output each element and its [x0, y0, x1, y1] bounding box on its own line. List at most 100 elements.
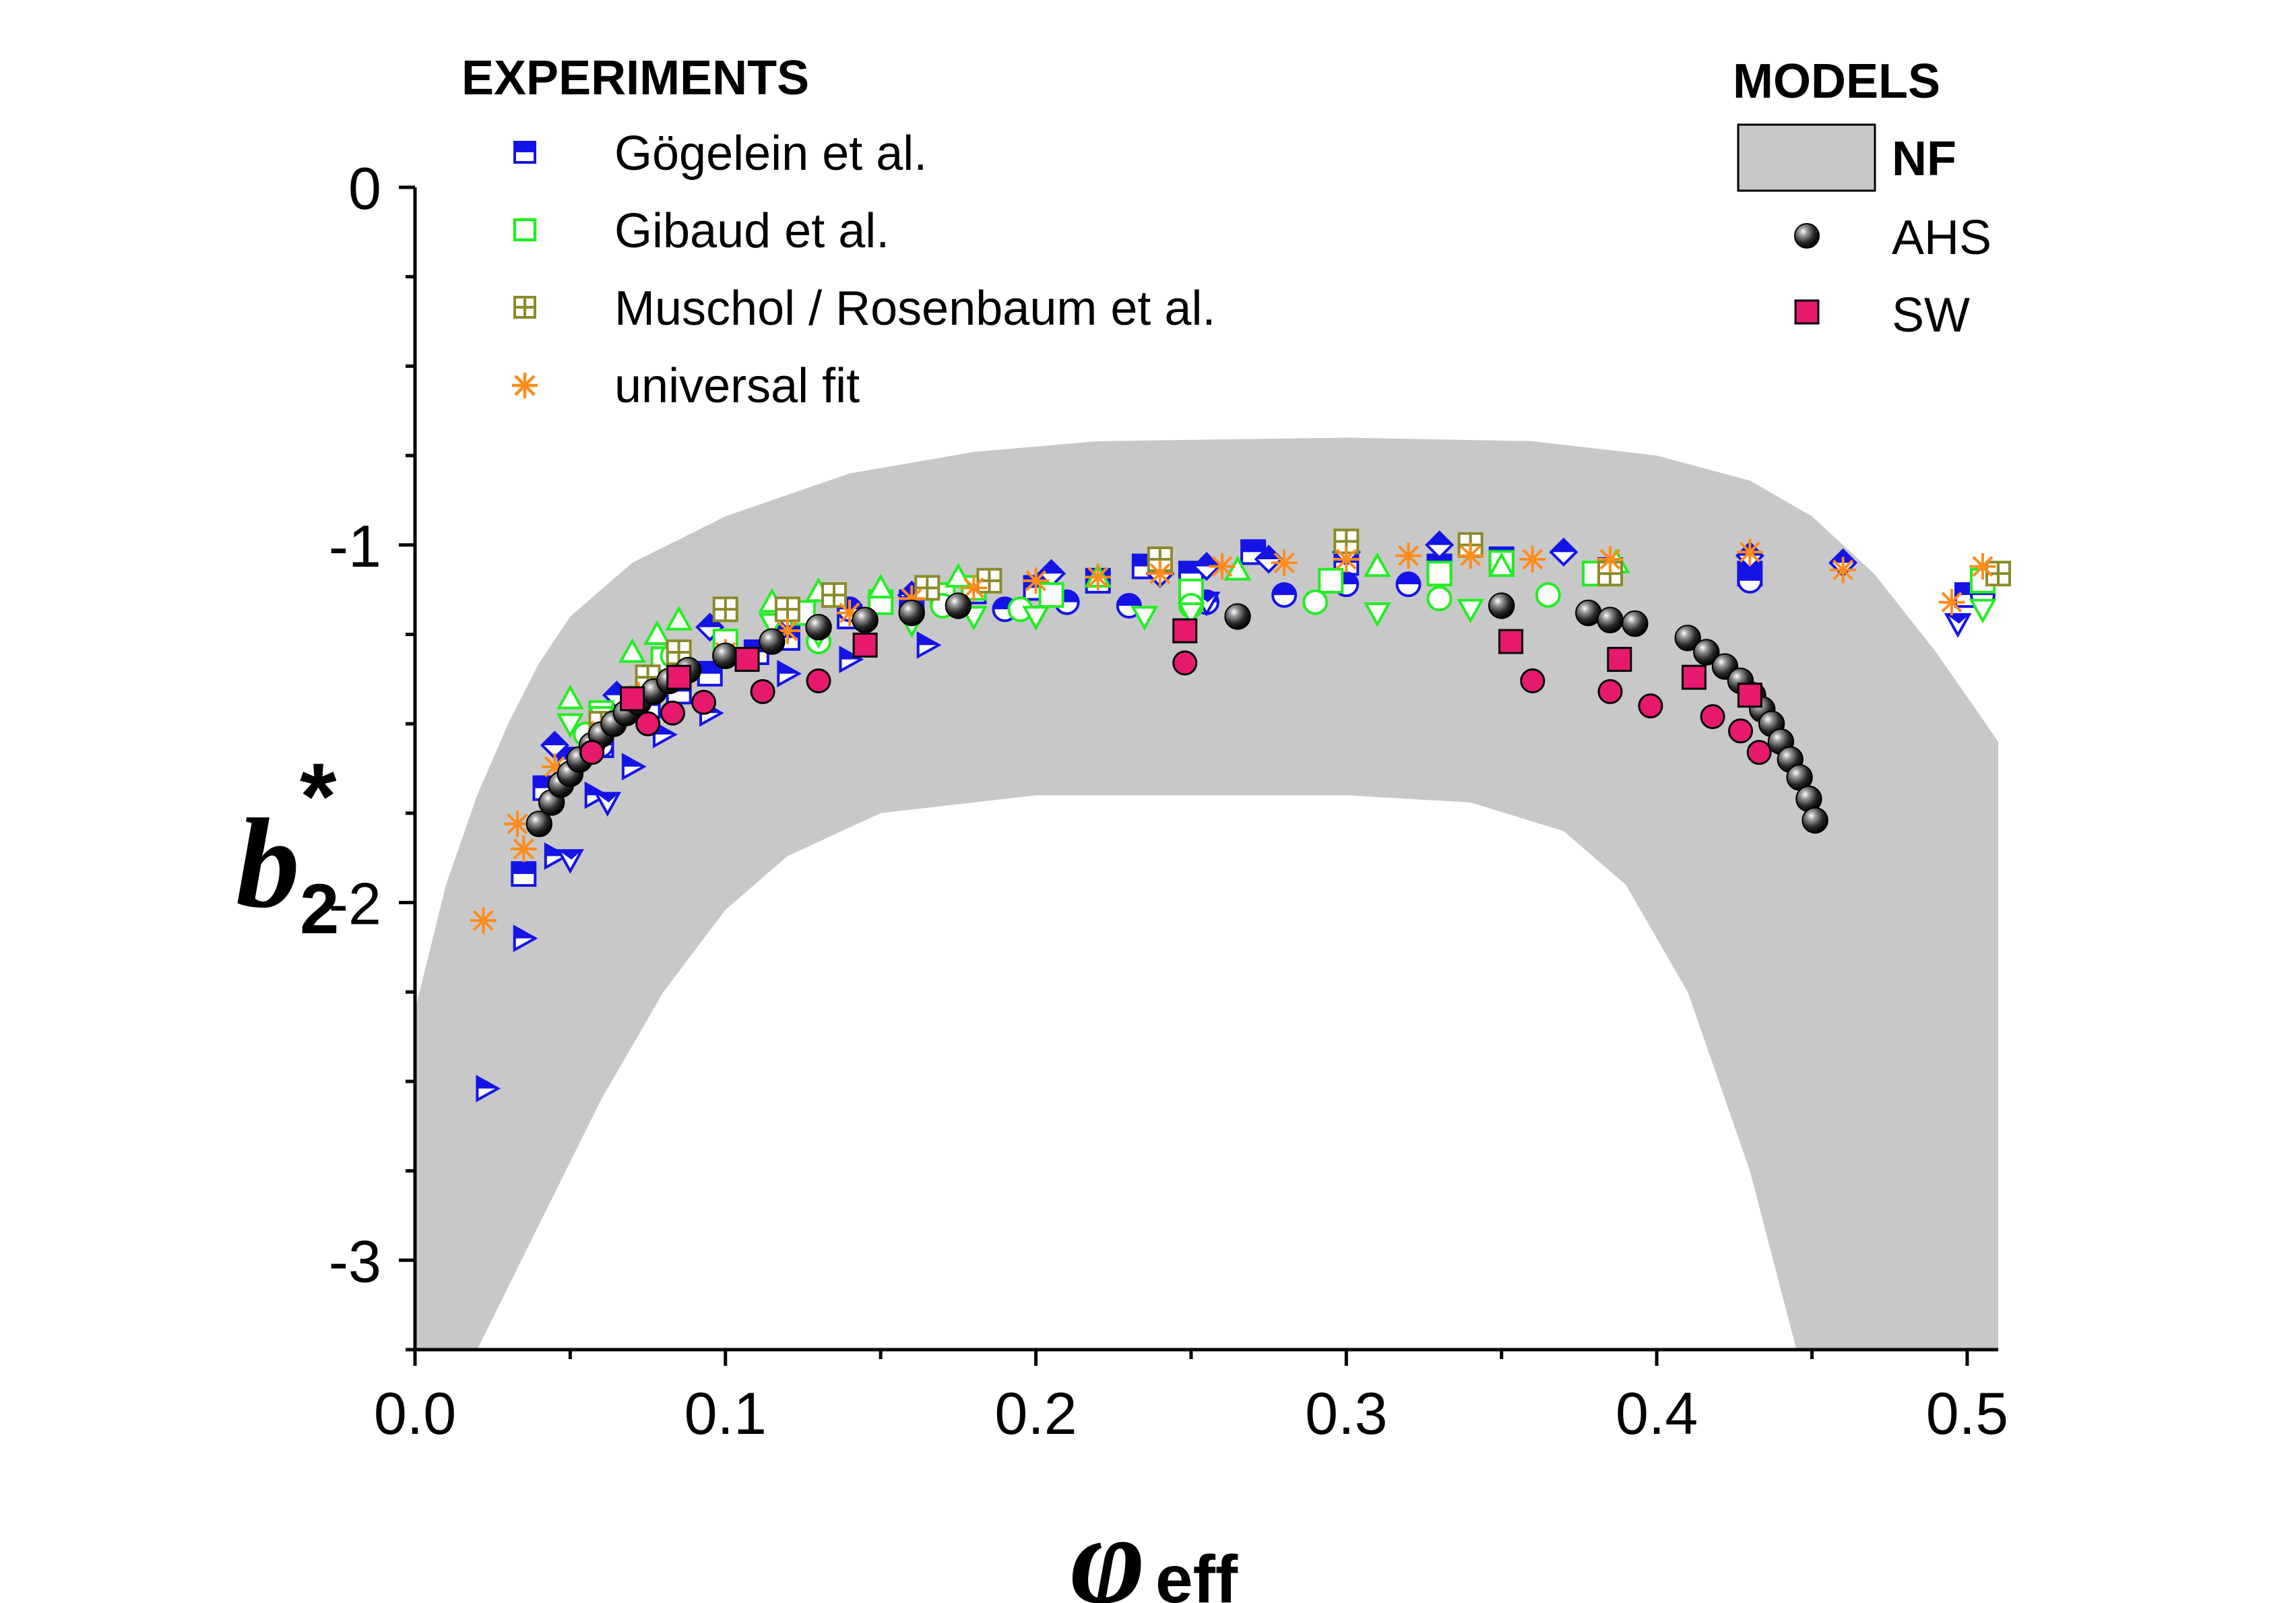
legend-label-muschol: Muschol / Rosenbaum et al.: [614, 282, 1215, 336]
point-g-gelein-diamonds: [1425, 530, 1455, 560]
point-ahs: [1488, 592, 1515, 619]
point-sw-squares: [734, 647, 760, 672]
point-universal-fit: [1209, 553, 1236, 580]
legend-label-sw: SW: [1892, 288, 1970, 342]
legend-label-ahs: AHS: [1892, 211, 1991, 265]
legend-marker-universal-fit: [512, 373, 538, 398]
y-tick-label: -2: [329, 871, 381, 937]
legend-marker-sw: [1794, 299, 1820, 325]
point-gibaud-down-triangles: [1177, 602, 1205, 627]
point-gibaud-down-triangles: [1457, 598, 1485, 624]
point-g-gelein-triangles: [916, 631, 942, 659]
point-universal-fit: [1597, 546, 1624, 573]
legend-marker-gogelein: [513, 141, 536, 164]
legend-label-gogelein: Gögelein et al.: [614, 127, 927, 181]
y-tick-label: -1: [329, 513, 381, 579]
x-axis-title-subscript: eff: [1155, 1542, 1238, 1603]
point-sw-squares: [1607, 647, 1632, 672]
point-universal-fit: [1736, 538, 1763, 565]
point-g-gelein-triangles: [476, 1075, 501, 1102]
point-g-gelein-diamonds: [1549, 537, 1578, 567]
point-ahs: [898, 599, 925, 627]
legend-marker-nf: [1737, 123, 1876, 192]
point-gibaud-et-al: [1318, 567, 1344, 594]
point-sw-circles: [1700, 704, 1725, 730]
point-sw-squares: [1681, 664, 1707, 690]
point-universal-fit: [510, 836, 537, 862]
x-tick-label: 0.5: [1926, 1380, 2008, 1447]
point-sw-circles: [1746, 740, 1772, 765]
point-g-gelein-circles: [1737, 567, 1763, 594]
point-g-gelein-down-triangles: [594, 792, 622, 817]
point-universal-fit: [1830, 557, 1857, 584]
point-sw-circles: [1520, 668, 1545, 693]
point-sw-circles: [1172, 650, 1198, 676]
point-universal-fit: [1271, 549, 1298, 576]
point-gibaud-triangles: [1488, 552, 1516, 577]
point-g-gelein-down-triangles: [556, 849, 584, 874]
point-sw-circles: [691, 689, 717, 715]
point-g-gelein-diamonds: [695, 612, 725, 642]
point-ahs: [1674, 625, 1701, 652]
point-sw-squares: [852, 632, 878, 658]
point-g-gelein-down-triangles: [1944, 612, 1972, 638]
point-gibaud-circles: [1535, 582, 1561, 608]
legend-marker-muschol: [513, 296, 536, 319]
point-g-gelein-triangles: [513, 924, 538, 952]
point-ahs: [1622, 610, 1649, 637]
point-universal-fit: [1085, 563, 1112, 591]
point-ahs: [1597, 606, 1624, 633]
point-sw-circles: [1638, 693, 1663, 719]
x-tick-label: 0.1: [684, 1380, 767, 1447]
y-axis-title: b: [236, 793, 300, 935]
data-points-layer: [470, 528, 2011, 1102]
point-sw-circles: [579, 740, 605, 765]
point-sw-circles: [635, 711, 661, 736]
point-universal-fit: [960, 574, 987, 602]
legend-marker-gibaud: [513, 218, 537, 242]
point-gibaud-down-triangles: [1969, 598, 1997, 624]
point-gibaud-et-al: [1426, 561, 1453, 587]
point-ahs: [525, 811, 553, 838]
point-sw-circles: [750, 679, 775, 704]
point-gibaud-triangles: [945, 563, 972, 588]
point-g-gelein-triangles: [653, 720, 678, 749]
point-gibaud-triangles: [556, 684, 584, 710]
point-sw-squares: [666, 664, 692, 690]
point-universal-fit: [1519, 546, 1546, 573]
point-sw-circles: [1597, 679, 1623, 704]
point-sw-circles: [1728, 718, 1754, 744]
point-gibaud-circles: [1302, 589, 1329, 615]
point-universal-fit: [1147, 560, 1174, 587]
point-ahs: [805, 614, 832, 641]
legend-label-nf: NF: [1892, 132, 1956, 186]
point-gibaud-circles: [1426, 586, 1453, 612]
x-tick-label: 0.3: [1305, 1380, 1387, 1447]
legend-label-universal-fit: universal fit: [614, 359, 860, 413]
point-gibaud-triangles: [866, 573, 895, 599]
point-gibaud-down-triangles: [556, 713, 584, 738]
point-universal-fit: [1969, 553, 1996, 580]
point-gibaud-triangles: [665, 606, 693, 631]
point-sw-circles: [806, 668, 831, 693]
x-axis-title: φ: [1071, 1489, 1145, 1603]
point-g-gelein-diamonds: [1192, 552, 1221, 582]
y-tick-label: 0: [348, 155, 381, 222]
point-sw-squares: [1498, 629, 1524, 654]
point-universal-fit: [1023, 567, 1050, 594]
point-g-gelein-triangles: [621, 753, 647, 781]
point-universal-fit: [1938, 589, 1965, 616]
point-universal-fit: [1333, 546, 1360, 573]
point-sw-squares: [1737, 683, 1762, 708]
point-gibaud-down-triangles: [1022, 606, 1050, 631]
point-ahs: [1224, 603, 1251, 630]
point-universal-fit: [1457, 542, 1484, 569]
y-tick-label: -3: [329, 1228, 381, 1294]
point-ahs: [852, 606, 879, 633]
point-ahs: [1801, 807, 1828, 834]
legend-label-gibaud: Gibaud et al.: [614, 204, 889, 258]
point-g-gelein-triangles: [777, 660, 802, 688]
point-gibaud-triangles: [618, 637, 646, 663]
point-gibaud-down-triangles: [1130, 606, 1159, 631]
